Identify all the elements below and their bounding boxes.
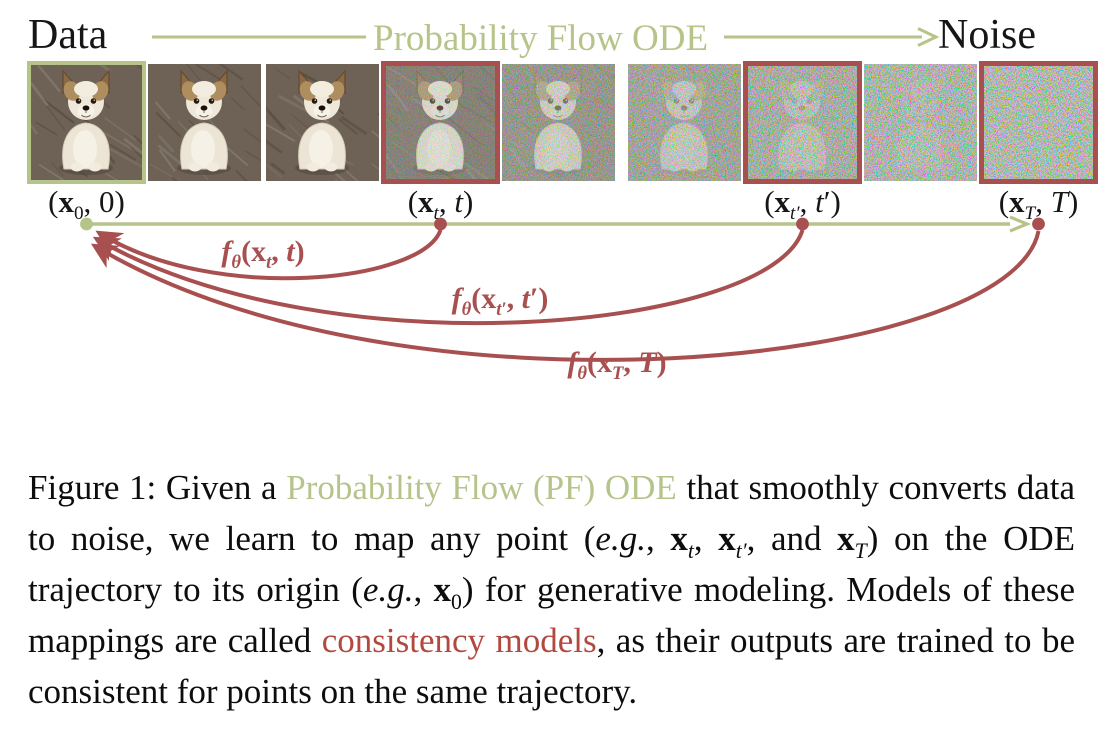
xt-prime-image bbox=[743, 61, 862, 184]
image-sequence bbox=[27, 61, 1098, 184]
dog-photo-icon bbox=[982, 64, 1095, 181]
dog-photo-icon bbox=[502, 64, 615, 181]
dog-photo-icon bbox=[266, 64, 379, 181]
dog-photo-icon bbox=[148, 64, 261, 181]
step-image-5 bbox=[502, 64, 615, 181]
map-label-f-xT: fθ(xT, T) bbox=[567, 346, 667, 384]
x0-image bbox=[27, 61, 146, 184]
mapping-arrow-xt-prime bbox=[92, 229, 805, 326]
point-label-x0: (x0, 0) bbox=[48, 184, 125, 225]
probability-flow-ode-label: Probability Flow ODE bbox=[373, 18, 709, 59]
dog-photo-icon bbox=[746, 64, 859, 181]
map-label-f-xt: fθ(xt, t) bbox=[221, 235, 305, 273]
dog-photo-icon bbox=[864, 64, 977, 181]
dog-photo-icon bbox=[628, 64, 741, 181]
dog-photo-icon bbox=[30, 64, 143, 181]
point-label-xt: (xt, t) bbox=[407, 184, 474, 225]
point-label-xT: (xT, T) bbox=[998, 184, 1079, 225]
data-label: Data bbox=[28, 12, 108, 58]
xt-image bbox=[381, 61, 500, 184]
point-label-xt-prime: (xt′, t′) bbox=[764, 184, 841, 225]
map-label-f-xt-prime: fθ(xt′, t′) bbox=[451, 282, 549, 320]
figure-caption: Figure 1: Given a Probability Flow (PF) … bbox=[28, 468, 1076, 711]
header-arrowhead-icon bbox=[917, 27, 940, 47]
step-image-3 bbox=[266, 64, 379, 181]
xT-image bbox=[979, 61, 1098, 184]
noise-label: Noise bbox=[938, 12, 1036, 58]
step-image-8 bbox=[864, 64, 977, 181]
step-image-6 bbox=[628, 64, 741, 181]
step-image-2 bbox=[148, 64, 261, 181]
dog-photo-icon bbox=[384, 64, 497, 181]
